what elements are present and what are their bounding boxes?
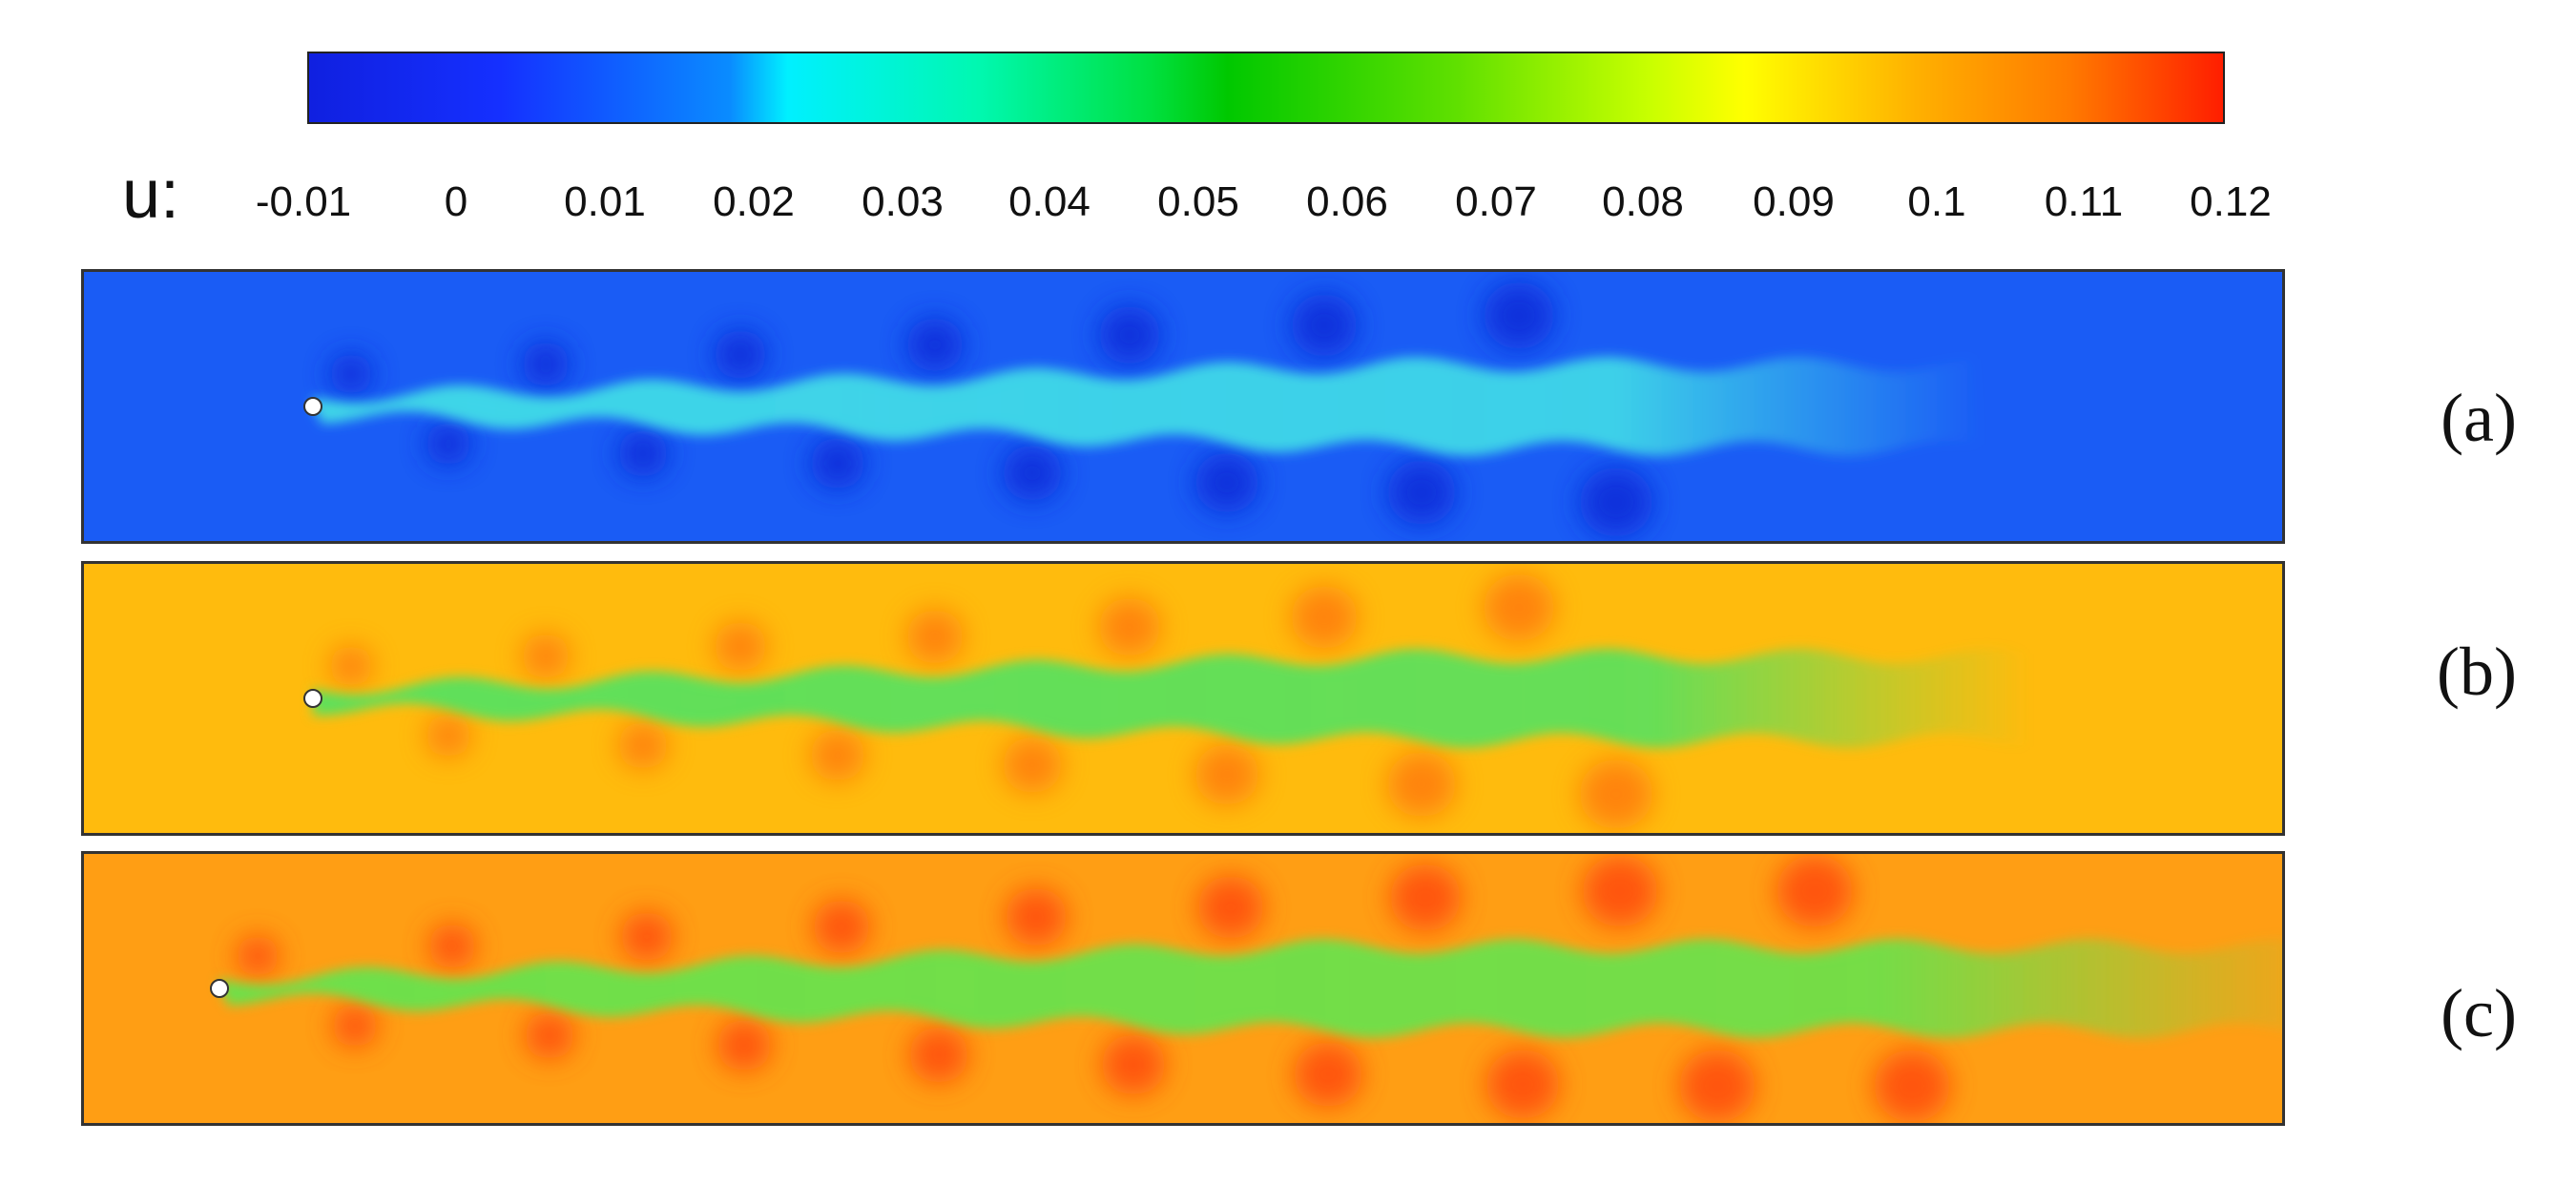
colorbar-tick: 0.12 xyxy=(2190,178,2272,225)
colorbar-tick: 0.05 xyxy=(1157,178,1239,225)
colorbar xyxy=(307,52,2225,124)
colorbar-tick: 0.04 xyxy=(1008,178,1091,225)
colorbar-tick: 0.09 xyxy=(1753,178,1835,225)
colorbar-tick: 0.1 xyxy=(1907,178,1966,225)
colorbar-tick: 0.03 xyxy=(862,178,944,225)
colorbar-tick: 0 xyxy=(444,178,468,225)
panel-label-c: (c) xyxy=(2441,975,2517,1051)
velocity-field-panel-c xyxy=(81,851,2285,1126)
colorbar-variable-label: u: xyxy=(122,156,180,233)
colorbar-tick: 0.08 xyxy=(1602,178,1684,225)
panel-label-a: (a) xyxy=(2441,380,2517,456)
colorbar-tick: 0.11 xyxy=(2044,178,2124,225)
colorbar-tick: 0.02 xyxy=(713,178,795,225)
panel-label-b: (b) xyxy=(2437,634,2517,710)
colorbar-tick: 0.07 xyxy=(1455,178,1537,225)
velocity-field-panel-a xyxy=(81,269,2285,544)
colorbar-tick: -0.01 xyxy=(255,178,352,225)
colorbar-tick: 0.01 xyxy=(564,178,646,225)
velocity-field-panel-b xyxy=(81,561,2285,836)
colorbar-tick: 0.06 xyxy=(1306,178,1388,225)
